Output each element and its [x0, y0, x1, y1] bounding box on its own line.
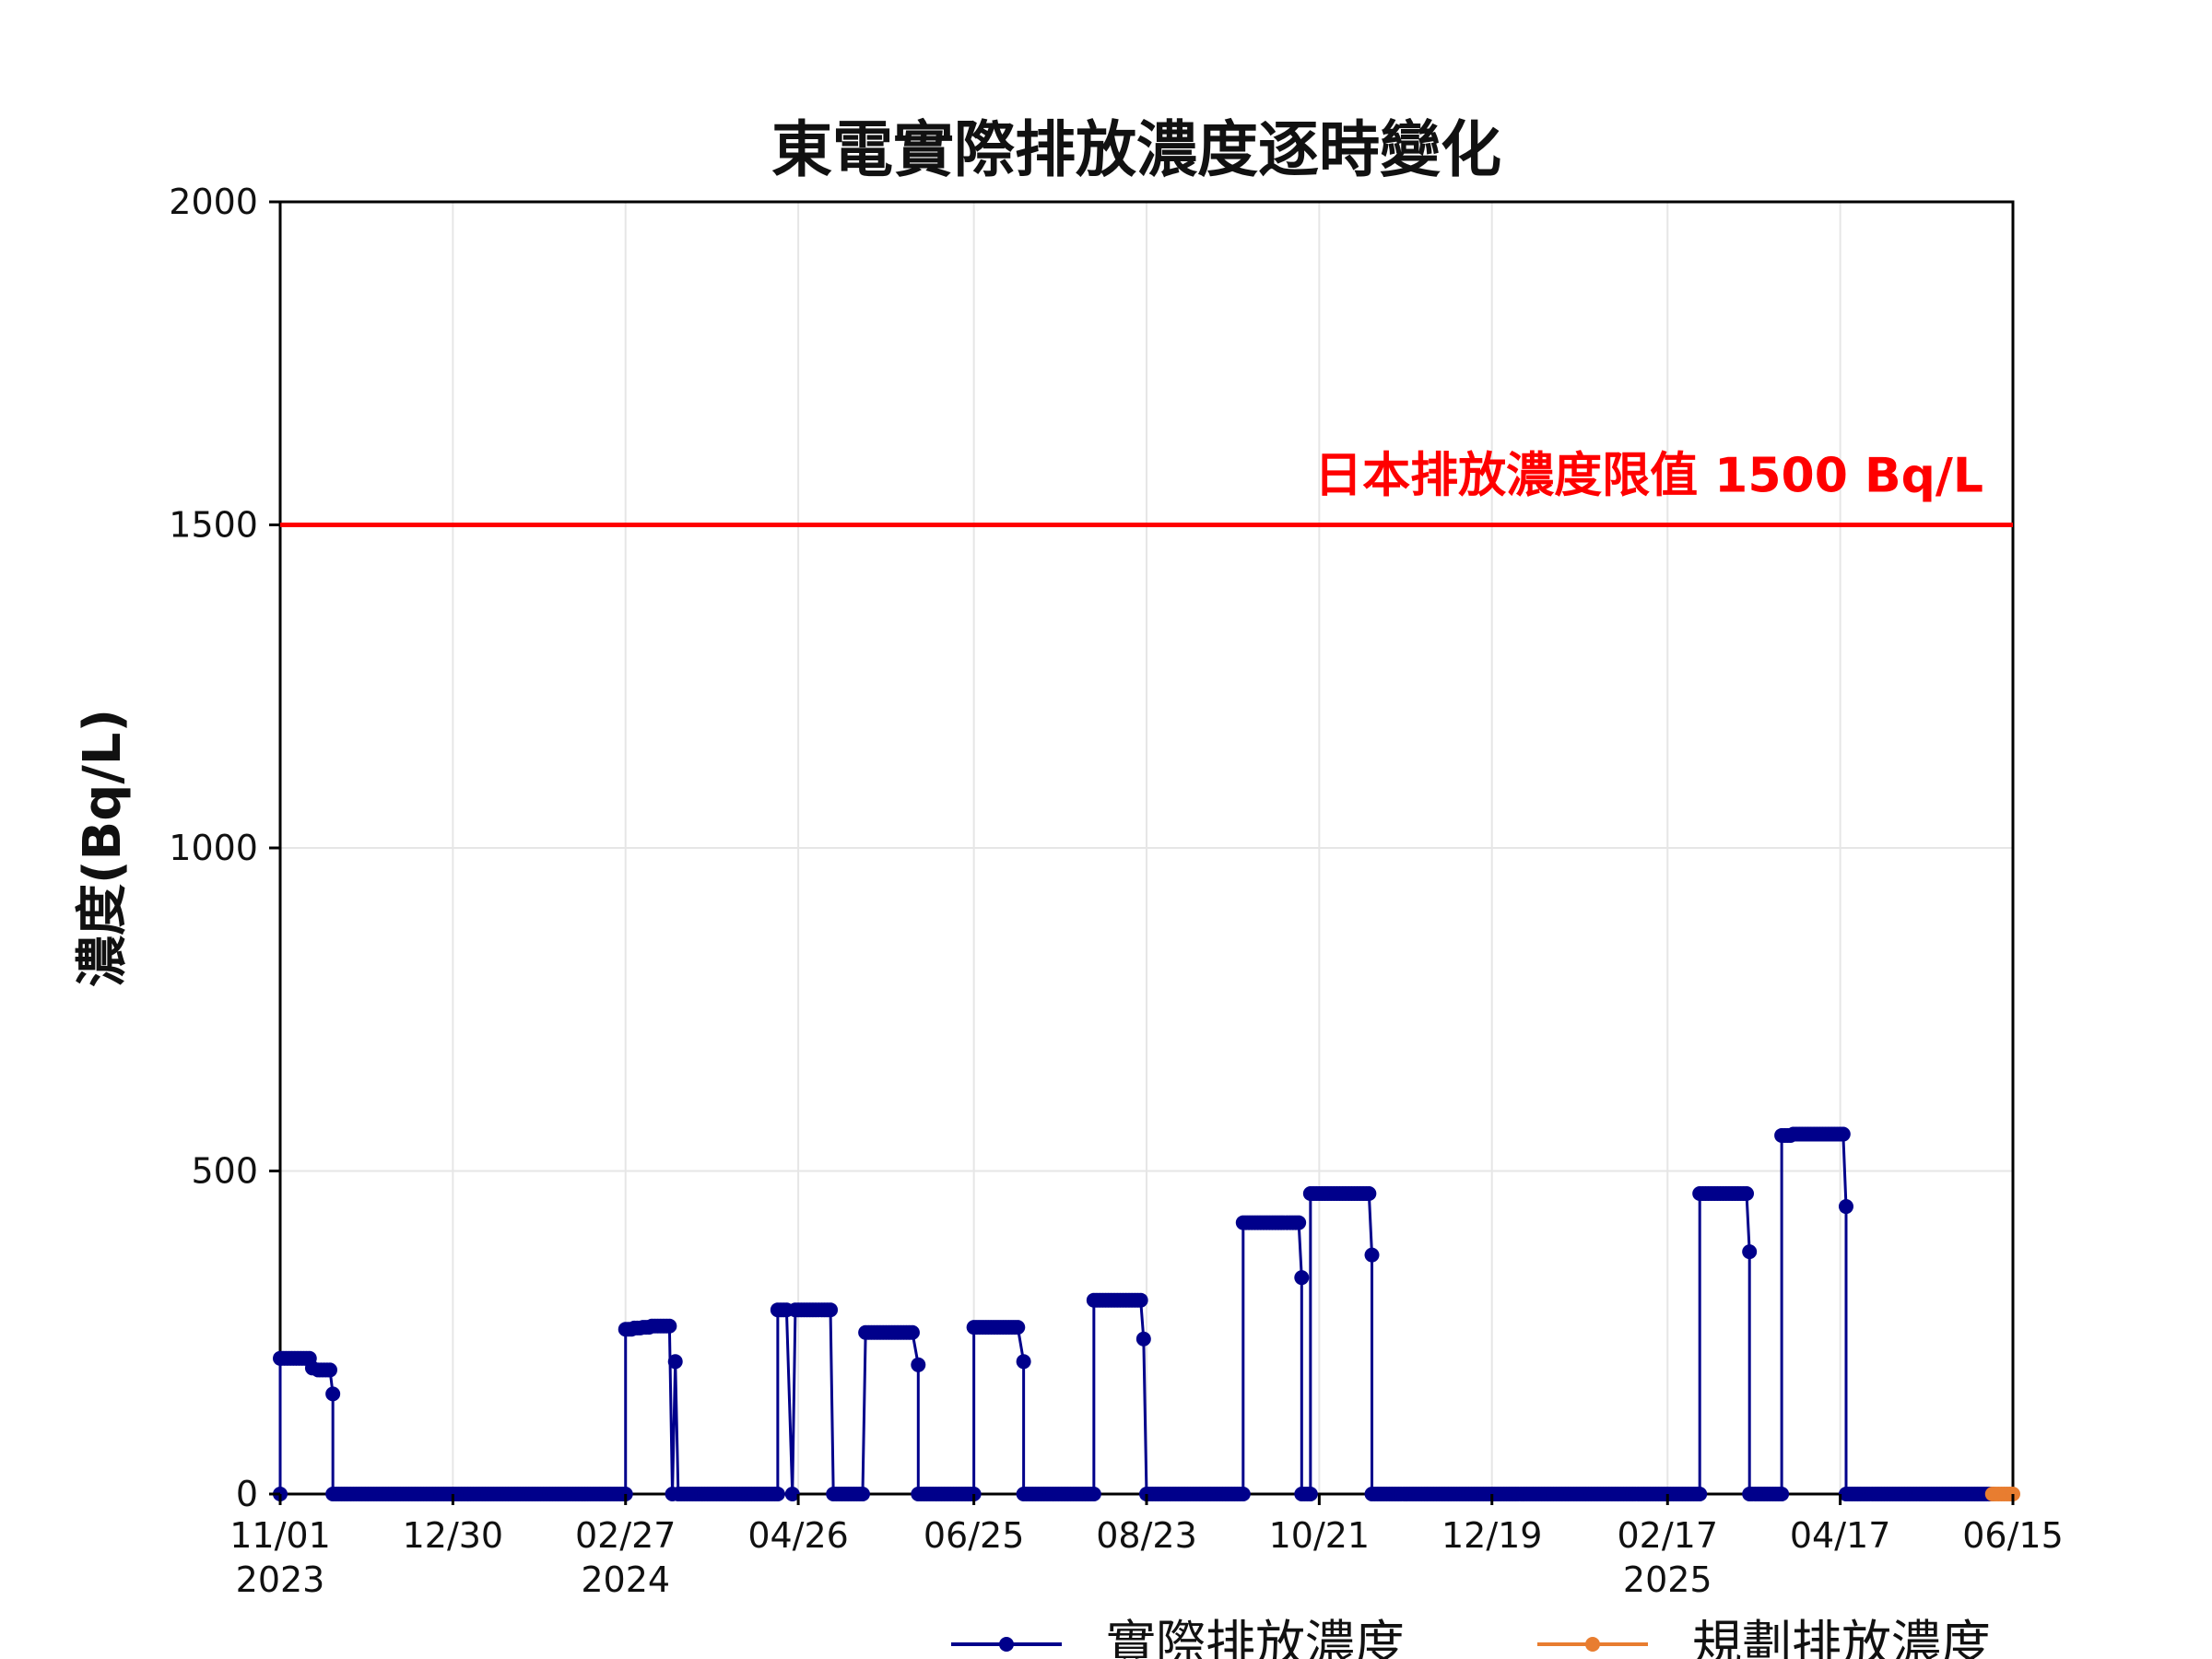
legend: 實際排放濃度 規劃排放濃度 — [951, 1615, 1991, 1659]
legend-item-planned[interactable]: 規劃排放濃度 — [1537, 1615, 1991, 1659]
y-axis-ticks: 0 500 1000 1500 2000 — [169, 182, 280, 1514]
series-0-point-219 — [911, 1357, 926, 1372]
series-0-point-135 — [662, 1318, 677, 1334]
x-tick-label-7: 12/19 — [1441, 1515, 1543, 1556]
legend-marker-actual — [999, 1637, 1014, 1652]
series-0-point-510 — [1739, 1186, 1755, 1202]
series-0-point-358 — [1302, 1487, 1318, 1501]
series-0-point-177 — [784, 1487, 800, 1501]
y-tick-label-2: 1000 — [169, 828, 258, 868]
series-0-point-17 — [322, 1362, 337, 1378]
series-0-point-353 — [1291, 1215, 1307, 1230]
series-0-point-545 — [1835, 1126, 1851, 1142]
limit-label: 日本排放濃度限值 1500 Bq/L — [1314, 449, 1983, 504]
series-0-point-218 — [904, 1324, 920, 1340]
series-0-point-546 — [1838, 1199, 1853, 1215]
x-tick-label-0: 11/01 — [229, 1515, 331, 1556]
legend-marker-planned — [1585, 1637, 1600, 1652]
series-0-point-201 — [854, 1487, 870, 1501]
series-0-point-299 — [1135, 1331, 1151, 1347]
series-0-point-255 — [1010, 1320, 1026, 1335]
series-1 — [1984, 1487, 2020, 1501]
y-tick-label-3: 1500 — [169, 505, 258, 546]
x-tick-year-2: 2024 — [581, 1559, 670, 1600]
legend-label-planned: 規劃排放濃度 — [1692, 1615, 1991, 1659]
series-0-point-172 — [770, 1487, 785, 1501]
x-tick-label-10: 06/15 — [1962, 1515, 2064, 1556]
x-tick-label-5: 08/23 — [1096, 1515, 1197, 1556]
x-tick-label-4: 06/25 — [924, 1515, 1025, 1556]
series-0-point-190 — [823, 1302, 839, 1318]
y-tick-label-1: 500 — [191, 1151, 258, 1192]
y-axis-label: 濃度(Bq/L) — [73, 709, 133, 987]
series-0-point-137 — [667, 1354, 683, 1370]
series-0 — [273, 1126, 2000, 1501]
legend-label-actual: 實際排放濃度 — [1106, 1615, 1405, 1659]
x-tick-label-8: 02/17 — [1618, 1515, 1719, 1556]
series-0-point-380 — [1364, 1247, 1380, 1263]
x-tick-label-6: 10/21 — [1269, 1515, 1371, 1556]
x-tick-label-2: 02/27 — [575, 1515, 677, 1556]
x-tick-label-9: 04/17 — [1790, 1515, 1891, 1556]
series-0-point-493 — [1692, 1487, 1708, 1501]
series-0-point-511 — [1742, 1244, 1758, 1260]
x-tick-year-8: 2025 — [1623, 1559, 1712, 1600]
series-group — [273, 1126, 2020, 1501]
series-0-point-354 — [1294, 1270, 1310, 1286]
series-0-point-523 — [1774, 1487, 1790, 1501]
limit-line-group: 日本排放濃度限值 1500 Bq/L — [280, 449, 2013, 527]
x-tick-label-3: 04/26 — [747, 1515, 849, 1556]
x-tick-year-0: 2023 — [236, 1559, 325, 1600]
series-0-point-256 — [1016, 1354, 1031, 1370]
y-tick-label-0: 0 — [236, 1474, 258, 1514]
series-0-point-281 — [1086, 1487, 1101, 1501]
series-0-point-18 — [325, 1386, 341, 1402]
series-0-point-379 — [1361, 1186, 1377, 1202]
series-0-point-298 — [1133, 1292, 1148, 1308]
legend-item-actual[interactable]: 實際排放濃度 — [951, 1615, 1405, 1659]
y-tick-label-4: 2000 — [169, 182, 258, 222]
chart-title: 東電實際排放濃度逐時變化 — [771, 114, 1501, 185]
series-0-point-333 — [1235, 1487, 1251, 1501]
x-tick-label-1: 12/30 — [403, 1515, 504, 1556]
